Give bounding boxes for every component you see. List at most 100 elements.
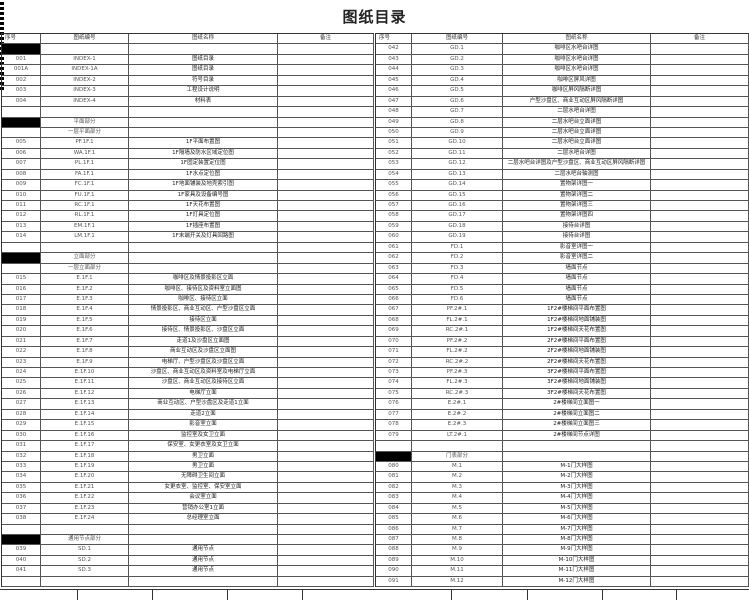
- cell-name: 沙盘区、商业互动区及接待区立面: [129, 378, 278, 388]
- cell-code: E.1F.6: [41, 326, 129, 336]
- table-row: 040 SD.2 通用节点: [2, 555, 374, 567]
- cell-remark: [278, 86, 374, 96]
- cell-code: E.1F.13: [41, 399, 129, 409]
- cell-name: 1F平面布置图: [129, 138, 278, 148]
- cell-remark: [278, 409, 374, 420]
- cell-remark: [651, 545, 749, 555]
- cell-name: 二层水吧台立面详图: [503, 138, 651, 148]
- cell-name: 户型沙盘区、商业互动区屏风隔断详图: [503, 96, 651, 107]
- table-row: 085 M.6 M-6门大样图: [376, 514, 749, 525]
- cell-code: GD.3: [412, 65, 503, 75]
- table-header: 序号 图纸编号 图纸名称 备注: [2, 34, 374, 45]
- table-row: [2, 107, 374, 118]
- cell-code: E.1F.21: [41, 482, 129, 493]
- cell-remark: [278, 159, 374, 169]
- cell-name: [503, 451, 651, 461]
- cell-remark: [278, 524, 374, 534]
- cell-name: 接待台详图: [503, 232, 651, 242]
- cell-number: 007: [2, 159, 41, 169]
- table-header: 序号 图纸编号 图纸名称 备注: [376, 34, 749, 45]
- table-row: 047 GD.6 户型沙盘区、商业互动区屏风隔断详图: [376, 96, 749, 108]
- cell-number: 071: [376, 347, 412, 357]
- cell-remark: [278, 555, 374, 566]
- cell-remark: [278, 514, 374, 524]
- cell-code: 门表部分: [412, 451, 503, 461]
- cell-number: 055: [376, 180, 412, 190]
- cell-number: 009: [2, 180, 41, 190]
- cell-remark: [651, 65, 749, 75]
- cell-name: M-3门大样图: [503, 482, 651, 493]
- table-row: 019 E.1F.5 接待区立面: [2, 315, 374, 327]
- cell-name: 1F地面铺装及地壳索引图: [129, 180, 278, 190]
- cell-name: [129, 117, 278, 127]
- cell-name: 2#楼梯间节点详图: [503, 430, 651, 441]
- cell-remark: [651, 461, 749, 472]
- cell-number: 074: [376, 378, 412, 388]
- cell-code: GD.15: [412, 190, 503, 200]
- page-title: 图纸目录: [342, 8, 407, 26]
- cell-remark: [651, 326, 749, 336]
- cell-number: 035: [2, 482, 41, 493]
- cell-name: 2#楼梯间立面图二: [503, 409, 651, 420]
- cell-code: GD.10: [412, 138, 503, 148]
- cell-remark: [651, 336, 749, 347]
- table-row: 066 FD.6 墙面节点: [376, 294, 749, 306]
- cell-number: 001: [2, 54, 41, 65]
- cell-number: 037: [2, 503, 41, 514]
- cell-number: 064: [376, 274, 412, 284]
- cell-name: 1F固定装置定位图: [129, 159, 278, 169]
- cell-code: FD.2: [412, 253, 503, 263]
- cell-name: M-2门大样图: [503, 472, 651, 482]
- title-block-divider: [451, 589, 452, 600]
- title-block-divider: [227, 589, 228, 600]
- cell-code: GD.8: [412, 117, 503, 127]
- cell-code: E.1F.18: [41, 451, 129, 461]
- cell-remark: [278, 461, 374, 472]
- cell-remark: [278, 263, 374, 274]
- table-row: [2, 576, 374, 588]
- cell-remark: [651, 117, 749, 127]
- cell-number: 038: [2, 514, 41, 524]
- cell-code: E.1F.16: [41, 430, 129, 441]
- table-row: 011 RC.1F.1 1F天花布置图: [2, 201, 374, 212]
- cell-remark: [651, 294, 749, 305]
- cell-code: [41, 242, 129, 253]
- cell-code: E.1F.22: [41, 493, 129, 503]
- cell-remark: [651, 169, 749, 180]
- cell-number: 040: [2, 555, 41, 566]
- cell-code: E.1F.24: [41, 514, 129, 524]
- title-block-divider: [527, 589, 528, 600]
- cell-code: INDEX-2: [41, 75, 129, 86]
- cell-remark: [651, 232, 749, 242]
- cell-code: GD.6: [412, 96, 503, 107]
- cell-remark: [651, 221, 749, 232]
- cell-remark: [278, 148, 374, 159]
- cell-remark: [651, 284, 749, 294]
- table-row: 014 LM.1F.1 1F末端开关及灯具回路图: [2, 232, 374, 243]
- cell-number: 070: [376, 336, 412, 347]
- cell-number: 006: [2, 148, 41, 159]
- cell-remark: [651, 315, 749, 326]
- cell-number: 026: [2, 388, 41, 399]
- title-block-strip: [0, 589, 749, 601]
- cell-code: PL.1F.1: [41, 159, 129, 169]
- cell-remark: [651, 451, 749, 461]
- cell-code: 一层平面部分: [41, 127, 129, 138]
- cell-name: 1F2#楼梯间平面布置图: [503, 305, 651, 315]
- table-row: 065 FD.5 墙面节点: [376, 284, 749, 295]
- cell-number: 054: [376, 169, 412, 180]
- cell-remark: [651, 514, 749, 524]
- cell-code: E.1F.20: [41, 472, 129, 482]
- table-row: 072 RC.2#.2 2F2#楼梯间天花布置图: [376, 357, 749, 368]
- table-row: 038 E.1F.24 总经理室立面: [2, 514, 374, 525]
- table-row: 030 E.1F.16 监控室及女卫立面: [2, 430, 374, 442]
- cell-remark: [278, 180, 374, 190]
- table-row: 044 GD.3 咖啡区水吧台详图: [376, 65, 749, 76]
- cell-code: RC.2#.1: [412, 326, 503, 336]
- cell-name: [129, 263, 278, 274]
- title-block-divider: [602, 589, 603, 600]
- cell-number: [2, 127, 41, 138]
- table-row: 048 GD.7 二层水吧台详图: [376, 107, 749, 118]
- table-row: 024 E.1F.10 沙盘区、商业互动区及资料室及电梯厅立面: [2, 368, 374, 379]
- table-row: 017 E.1F.3 咖啡区、接待区立面: [2, 294, 374, 306]
